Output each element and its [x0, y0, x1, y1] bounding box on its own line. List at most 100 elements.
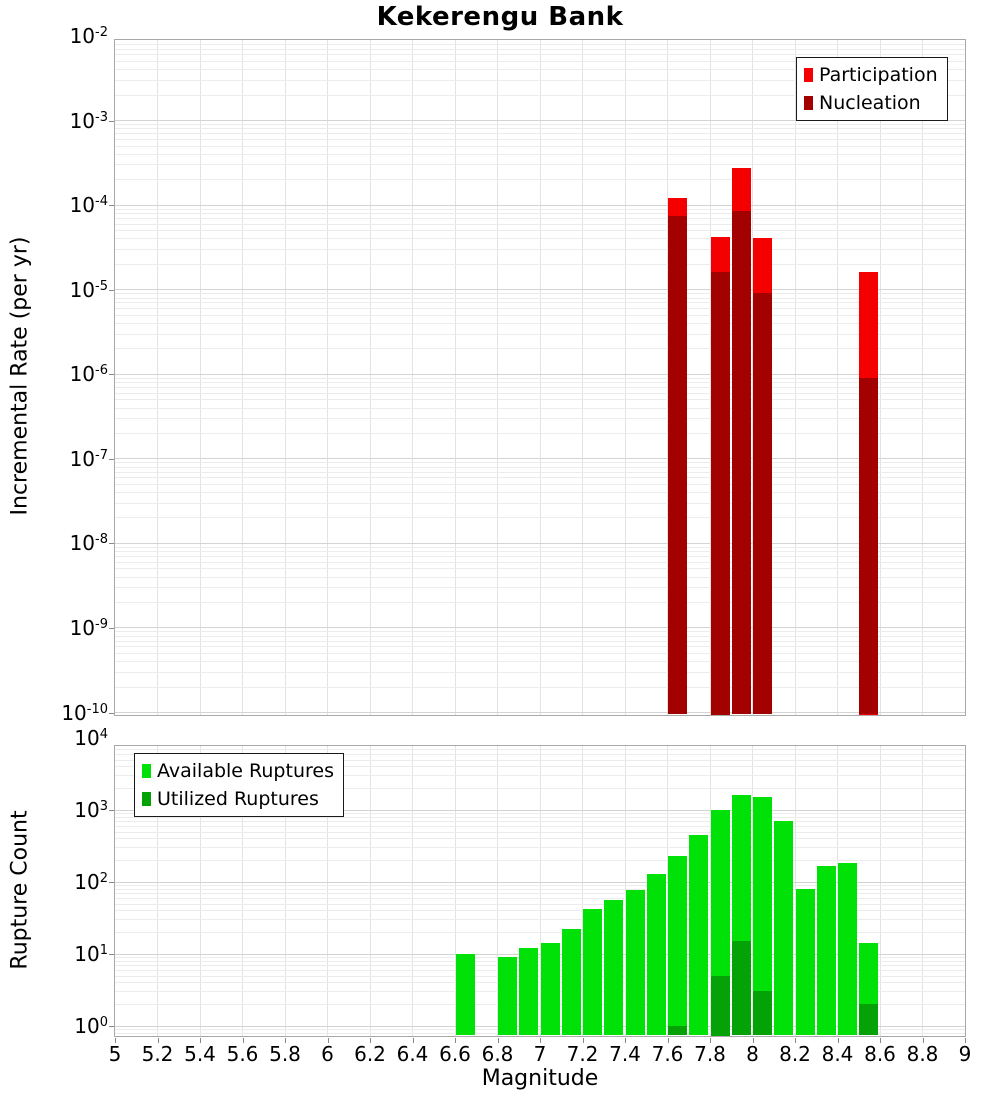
- gridline-minor: [114, 382, 965, 383]
- y-tick-label: 103: [74, 798, 108, 823]
- available-ruptures-bar: [625, 889, 645, 1036]
- gridline-minor: [114, 124, 965, 126]
- gridline-minor: [114, 960, 965, 962]
- legend-label-participation: Participation: [819, 64, 938, 86]
- participation-swatch-icon: [804, 68, 813, 82]
- gridline-minor: [114, 213, 965, 214]
- gridline-vertical: [624, 39, 626, 715]
- gridline-major: [114, 542, 965, 544]
- gridline-minor: [114, 820, 965, 822]
- gridline-vertical: [922, 39, 923, 715]
- gridline-minor: [114, 432, 965, 434]
- gridline-minor: [114, 466, 965, 468]
- gridline-minor: [114, 561, 965, 563]
- y-tick-mark: [108, 120, 114, 122]
- x-tick-mark: [540, 1037, 541, 1043]
- available-ruptures-bar: [646, 873, 666, 1036]
- gridline-minor: [114, 671, 965, 673]
- x-tick-label: 6.6: [439, 1042, 471, 1066]
- x-tick-mark: [200, 1037, 201, 1043]
- gridline-minor: [114, 43, 965, 45]
- gridline-minor: [114, 766, 965, 768]
- gridline-minor: [114, 646, 965, 648]
- available-ruptures-bar: [689, 834, 709, 1036]
- gridline-minor: [114, 407, 965, 409]
- gridline-minor: [114, 69, 965, 71]
- gridline-minor: [114, 631, 965, 633]
- gridline-major: [114, 627, 965, 629]
- gridline-vertical: [412, 745, 413, 1036]
- x-tick-mark: [710, 1037, 711, 1043]
- gridline-minor: [114, 348, 965, 350]
- gridline-minor: [114, 399, 965, 401]
- gridline-vertical: [879, 745, 881, 1036]
- x-tick-mark: [752, 1037, 754, 1043]
- gridline-minor: [114, 982, 965, 984]
- gridline-major: [114, 289, 965, 291]
- legend-label-available: Available Ruptures: [157, 760, 334, 782]
- y-tick-label: 102: [74, 870, 108, 895]
- gridline-minor: [114, 888, 965, 890]
- gridline-vertical: [624, 745, 626, 1036]
- y-tick-label: 10-2: [69, 24, 108, 49]
- gridline-minor: [114, 297, 965, 299]
- gridline-minor: [114, 892, 965, 894]
- utilized-ruptures-bar: [668, 1025, 688, 1036]
- nucleation-bar: [753, 293, 773, 715]
- y-tick-label: 10-5: [69, 277, 108, 302]
- gridline-minor: [114, 838, 965, 840]
- x-tick-label: 6.8: [481, 1042, 514, 1066]
- y-tick-label: 10-8: [69, 531, 108, 556]
- gridline-minor: [114, 153, 965, 155]
- x-tick-mark: [880, 1037, 881, 1043]
- x-tick-mark: [497, 1037, 499, 1043]
- gridline-minor: [114, 1032, 965, 1034]
- gridline-vertical: [199, 745, 201, 1036]
- x-tick-mark: [965, 1037, 966, 1043]
- x-tick-mark: [795, 1037, 796, 1043]
- gridline-vertical: [752, 745, 753, 1036]
- gridline-minor: [114, 418, 965, 419]
- x-tick-mark: [327, 1037, 329, 1043]
- x-tick-label: 7.8: [694, 1042, 726, 1066]
- legend-item-nucleation: Nucleation: [804, 89, 938, 117]
- available-ruptures-bar: [561, 929, 581, 1036]
- available-ruptures-bar: [753, 797, 773, 1036]
- available-ruptures-bar: [498, 957, 518, 1036]
- gridline-minor: [114, 753, 965, 755]
- gridline-vertical: [327, 745, 328, 1036]
- gridline-minor: [114, 885, 965, 887]
- gridline-minor: [114, 652, 965, 654]
- gridline-vertical: [369, 39, 371, 715]
- gridline-vertical: [284, 745, 286, 1036]
- gridline-minor: [114, 640, 965, 642]
- gridline-vertical: [327, 39, 328, 715]
- gridline-minor: [114, 263, 965, 265]
- x-tick-label: 7: [533, 1042, 547, 1066]
- legend-label-nucleation: Nucleation: [819, 92, 921, 114]
- gridline-minor: [114, 238, 965, 240]
- x-tick-mark: [667, 1037, 669, 1043]
- gridline-minor: [114, 139, 965, 140]
- gridline-minor: [114, 293, 965, 295]
- gridline-minor: [114, 686, 965, 688]
- x-tick-mark: [922, 1037, 924, 1043]
- gridline-major: [114, 1025, 965, 1027]
- gridline-minor: [114, 483, 965, 485]
- y-tick-mark: [108, 458, 114, 460]
- y-tick-mark: [108, 374, 114, 376]
- gridline-minor: [114, 79, 965, 81]
- gridline-minor: [114, 502, 965, 504]
- gridline-vertical: [157, 745, 158, 1036]
- gridline-major: [114, 953, 965, 955]
- x-axis-title: Magnitude: [481, 1066, 599, 1091]
- available-ruptures-bar: [519, 948, 539, 1036]
- gridline-minor: [114, 991, 965, 993]
- gridline-vertical: [454, 745, 456, 1036]
- gridline-minor: [114, 333, 965, 335]
- x-tick-label: 5.4: [184, 1042, 216, 1066]
- nucleation-bar: [731, 210, 751, 715]
- gridline-minor: [114, 1004, 965, 1006]
- gridline-vertical: [667, 39, 668, 715]
- gridline-vertical: [454, 39, 456, 715]
